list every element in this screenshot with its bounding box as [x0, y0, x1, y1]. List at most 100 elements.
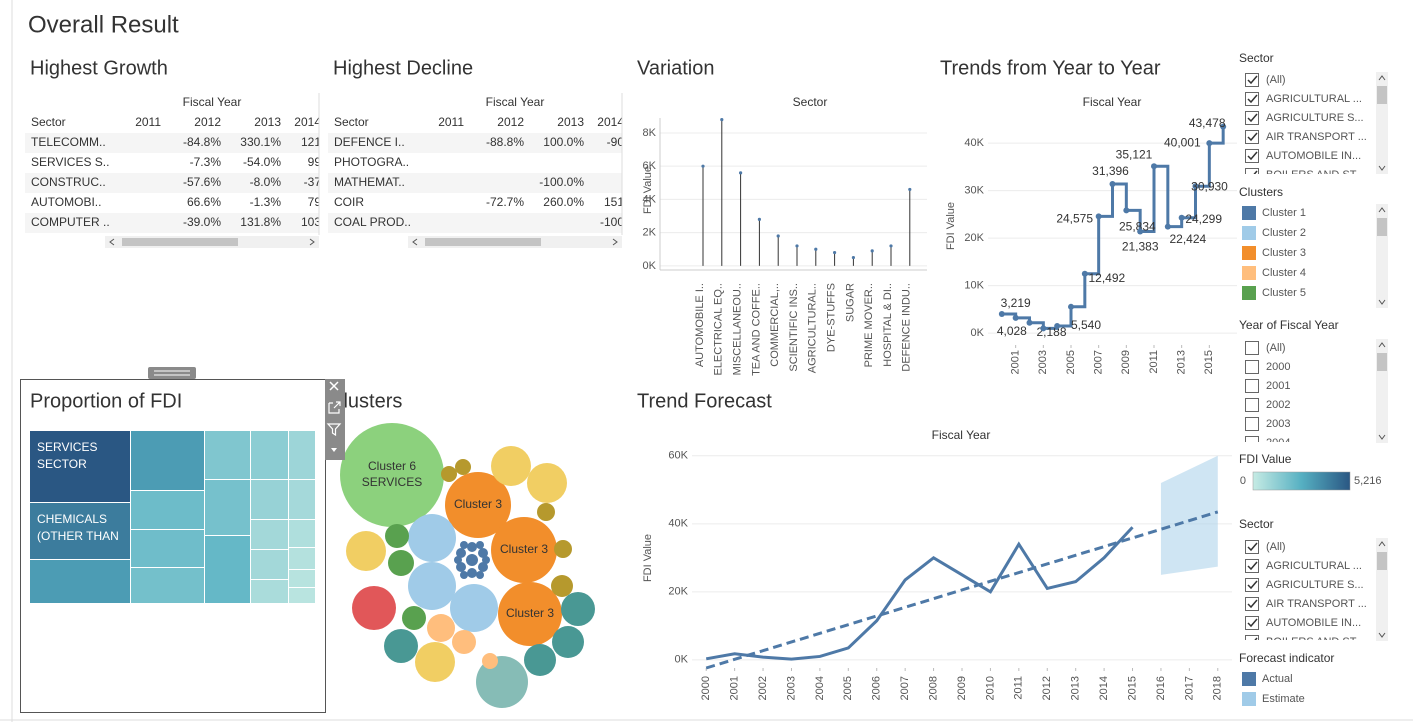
value-label: 3,219	[1001, 296, 1031, 310]
close-button[interactable]	[329, 381, 339, 391]
checkbox[interactable]	[1245, 341, 1259, 355]
treemap-cell	[288, 547, 316, 570]
table-cell: -54.0%	[243, 155, 281, 169]
checkbox[interactable]	[1245, 540, 1259, 554]
bubble	[441, 466, 457, 482]
scroll-up	[1378, 342, 1386, 348]
checkbox[interactable]	[1245, 559, 1259, 573]
row-header: AUTOMOBI..	[31, 195, 101, 209]
y-tick-label: 6K	[643, 160, 657, 172]
row-header: TELECOMM..	[31, 135, 106, 149]
treemap-cell	[288, 519, 316, 548]
value-label: 40,001	[1164, 135, 1201, 149]
column-header: 2012	[194, 115, 221, 129]
panel-title: Trend Forecast	[637, 390, 772, 412]
treemap-cell	[250, 480, 289, 520]
treemap-cell	[130, 567, 205, 604]
row-band	[25, 173, 319, 193]
table-cell: -88.8%	[486, 135, 524, 149]
x-tick-label: TEA AND COFFE..	[750, 283, 762, 376]
y-axis-title: FDI Value	[945, 202, 957, 250]
checkbox[interactable]	[1245, 149, 1259, 163]
check-mark	[1247, 580, 1258, 590]
legend-swatch	[1242, 286, 1256, 300]
bubble	[476, 541, 484, 549]
legend-swatch	[1242, 226, 1256, 240]
checkbox[interactable]	[1245, 635, 1259, 649]
checkbox[interactable]	[1245, 578, 1259, 592]
y-tick-label: 40K	[668, 518, 688, 530]
legend-item: Actual	[1262, 673, 1293, 685]
table-cell: -1.3%	[250, 195, 282, 209]
menu-button[interactable]	[331, 448, 337, 452]
checkbox[interactable]	[1245, 379, 1259, 393]
row-header: SERVICES S..	[31, 155, 109, 169]
checkbox[interactable]	[1245, 616, 1259, 630]
color-ramp	[1252, 471, 1351, 491]
drag-handle[interactable]	[148, 367, 196, 379]
filter-button[interactable]	[326, 423, 342, 437]
legend-swatch	[1242, 692, 1256, 706]
checkbox[interactable]	[1245, 111, 1259, 125]
x-tick-label: 2001	[729, 676, 741, 700]
checkbox[interactable]	[1245, 597, 1259, 611]
y-tick-label: 4K	[643, 193, 657, 205]
row-band	[328, 133, 622, 153]
treemap-cell	[250, 550, 289, 580]
row-band	[25, 133, 319, 153]
panel-title: Highest Growth	[30, 57, 168, 79]
scroll-left	[412, 238, 418, 246]
checkbox[interactable]	[1245, 92, 1259, 106]
bubble	[478, 562, 488, 572]
bubble-label: Cluster 3	[500, 542, 548, 556]
treemap-label: SERVICES SECTOR	[37, 440, 98, 471]
x-tick-label: 2018	[1212, 676, 1224, 700]
checkbox[interactable]	[1245, 73, 1259, 87]
scroll-right	[612, 238, 618, 246]
y-tick-label: 2K	[643, 227, 657, 239]
checkbox[interactable]	[1245, 130, 1259, 144]
checkbox[interactable]	[1245, 417, 1259, 431]
checkbox[interactable]	[1245, 360, 1259, 374]
bubble	[478, 548, 488, 558]
dot	[1081, 270, 1088, 277]
dot	[1054, 323, 1061, 329]
bubble-label: Cluster 3	[506, 606, 554, 620]
popout-button[interactable]	[328, 401, 341, 414]
legend-item: Estimate	[1262, 693, 1305, 705]
x-tick-label: SCIENTIFIC INS..	[788, 283, 800, 372]
treemap-cell: CHEMICALS (OTHER THAN	[30, 502, 131, 560]
x-tick-label: AGRICULTURAL..	[807, 283, 819, 373]
filter-item: 2001	[1266, 380, 1290, 392]
bubble	[460, 571, 468, 579]
x-tick-label: 2013	[1176, 350, 1188, 374]
bubble	[482, 653, 498, 669]
table-cell: -7.3%	[190, 155, 222, 169]
checkbox[interactable]	[1245, 168, 1259, 182]
treemap-cell	[288, 431, 316, 480]
x-tick-label: 2006	[871, 676, 883, 700]
legend-max: 5,216	[1354, 475, 1382, 487]
table-cell: -8.0%	[250, 175, 282, 189]
filter-item: AGRICULTURE S...	[1266, 579, 1364, 591]
x-tick-label: 2011	[1148, 350, 1160, 374]
dot	[1137, 228, 1144, 235]
treemap-cell	[250, 431, 289, 480]
panel-title: Highest Decline	[333, 57, 473, 79]
x-tick-label: 2017	[1183, 676, 1195, 700]
filter-item: AUTOMOBILE IN...	[1266, 150, 1361, 162]
table-cell: -39.0%	[183, 215, 221, 229]
value-label: 24,575	[1056, 212, 1093, 226]
value-label: 21,383	[1122, 240, 1159, 254]
legend-title: Forecast indicator	[1239, 651, 1334, 665]
checkbox[interactable]	[1245, 436, 1259, 450]
check-mark	[1247, 94, 1258, 104]
scroll-right	[309, 238, 315, 246]
filter-title: Sector	[1239, 51, 1274, 65]
checkbox[interactable]	[1245, 398, 1259, 412]
bubble	[384, 629, 418, 663]
column-header: 2013	[557, 115, 584, 129]
x-tick-label: MISCELLANEOU..	[732, 283, 744, 375]
scroll-down	[1378, 299, 1386, 305]
filter-list: (All) AGRICULTURAL ... AGRICULTURE S... AIR…	[1245, 540, 1367, 649]
